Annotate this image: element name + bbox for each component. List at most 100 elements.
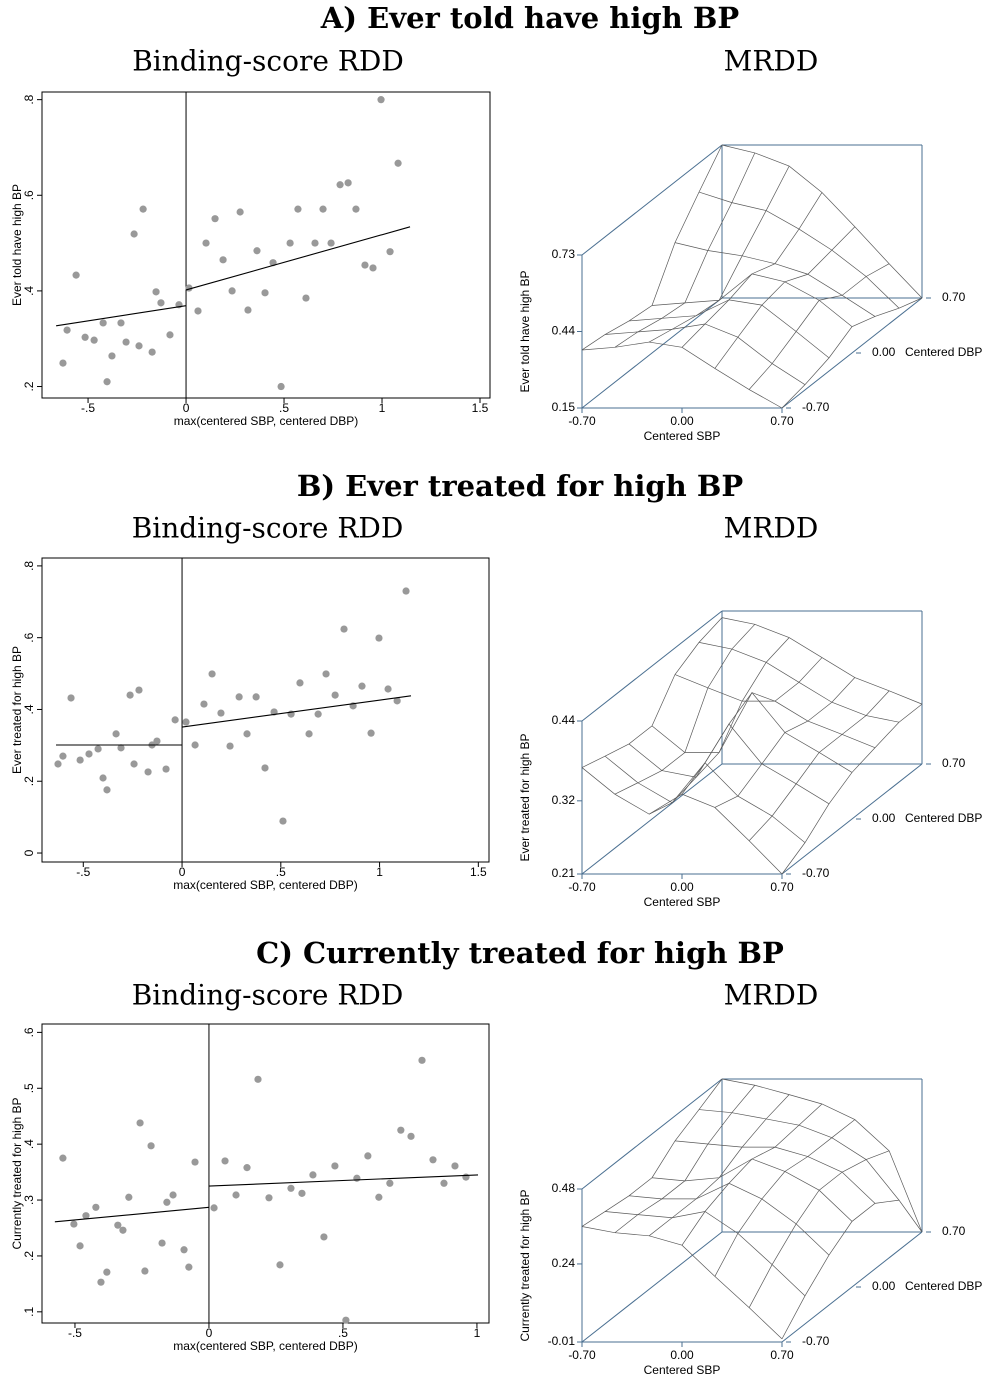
data-point <box>114 1221 122 1229</box>
mesh-line <box>581 341 783 409</box>
data-point <box>331 691 339 699</box>
data-point <box>208 670 216 678</box>
data-point <box>200 700 208 708</box>
data-point <box>314 710 322 718</box>
data-point <box>119 1226 127 1234</box>
data-point <box>261 289 269 297</box>
x-tick-label: 0.00 <box>670 1348 694 1362</box>
y-tick-label: .4 <box>22 286 36 296</box>
fit-line <box>185 226 411 291</box>
chart-title: Binding-score RDD <box>132 979 404 1012</box>
data-point <box>340 625 348 633</box>
data-point <box>158 1239 166 1247</box>
mesh-line <box>714 677 856 808</box>
fit-line <box>56 305 187 327</box>
y-tick-label: .8 <box>22 561 36 571</box>
data-point <box>331 1162 339 1170</box>
y-tick-label: -0.70 <box>802 1334 830 1348</box>
data-point <box>166 331 174 339</box>
data-point <box>99 774 107 782</box>
box-edge <box>581 763 723 875</box>
data-point <box>394 159 402 167</box>
data-point <box>72 271 80 279</box>
box-edge <box>781 297 923 409</box>
data-point <box>202 239 210 247</box>
mesh-line <box>748 263 890 390</box>
data-point <box>296 679 304 687</box>
y-tick-label: .2 <box>22 776 36 786</box>
data-point <box>70 1220 78 1228</box>
data-point <box>336 181 344 189</box>
data-point <box>319 205 327 213</box>
z-tick-label: 0.21 <box>552 866 576 880</box>
data-point <box>148 348 156 356</box>
data-point <box>429 1156 437 1164</box>
fit-line <box>181 695 412 728</box>
data-point <box>136 1119 144 1127</box>
data-point <box>99 319 107 327</box>
box-edge <box>581 610 723 722</box>
x-tick-label: 0.70 <box>770 880 794 894</box>
z-tick-label: 0.32 <box>552 793 576 807</box>
data-point <box>59 359 67 367</box>
data-point <box>253 247 261 255</box>
data-point <box>418 1056 426 1064</box>
data-point <box>217 709 225 717</box>
data-point <box>54 760 62 768</box>
mesh-line <box>581 1226 783 1340</box>
x-axis-label: max(centered SBP, centered DBP) <box>174 414 359 428</box>
z-tick-label: -0.01 <box>548 1334 576 1348</box>
data-point <box>117 319 125 327</box>
data-point <box>386 1179 394 1187</box>
data-point <box>219 256 227 264</box>
y-tick-label: -0.70 <box>802 866 830 880</box>
data-point <box>353 1174 361 1182</box>
data-point <box>112 730 120 738</box>
data-point <box>185 1263 193 1271</box>
chart-title: MRDD <box>724 979 819 1012</box>
data-point <box>311 239 319 247</box>
mesh-line <box>681 1103 823 1246</box>
x-tick-label: 1 <box>474 1326 481 1340</box>
data-point <box>277 382 285 391</box>
mesh-line <box>681 192 823 348</box>
data-point <box>322 670 330 678</box>
data-point <box>122 338 130 346</box>
mesh-line <box>581 144 723 351</box>
panel-title: C) Currently treated for high BP <box>256 936 784 970</box>
data-point <box>63 326 71 334</box>
panel-title: A) Ever told have high BP <box>320 1 740 35</box>
x-axis-label: Centered SBP <box>644 895 721 909</box>
data-point <box>81 333 89 341</box>
chart-title: MRDD <box>724 512 819 545</box>
y-tick-label: 0.00 <box>872 345 896 359</box>
data-point <box>407 1132 415 1140</box>
data-point <box>342 1316 350 1324</box>
chart-title: MRDD <box>724 45 819 78</box>
y-axis-label: Ever told have high BP <box>10 184 24 306</box>
data-point <box>126 691 134 699</box>
data-point <box>90 336 98 344</box>
x-tick-label: -0.70 <box>568 1348 596 1362</box>
mesh-line <box>681 657 823 795</box>
data-point <box>76 756 84 764</box>
mesh-line <box>781 703 923 875</box>
data-point <box>182 718 190 726</box>
mesh-line <box>581 617 723 768</box>
x-tick-label: 0.00 <box>670 880 694 894</box>
y-tick-label: .2 <box>22 1251 36 1261</box>
data-point <box>243 1164 251 1172</box>
plot-frame <box>41 1023 490 1324</box>
data-point <box>117 744 125 752</box>
x-tick-label: 1.5 <box>472 401 489 415</box>
mesh-line <box>648 1094 790 1237</box>
data-point <box>286 239 294 247</box>
box-edge <box>581 297 723 409</box>
data-point <box>191 741 199 749</box>
data-point <box>157 299 165 307</box>
mesh-line <box>604 323 806 385</box>
mesh-line <box>714 1119 856 1277</box>
data-point <box>309 1171 317 1179</box>
z-axis-label: Currently treated for high BP <box>518 1189 532 1341</box>
